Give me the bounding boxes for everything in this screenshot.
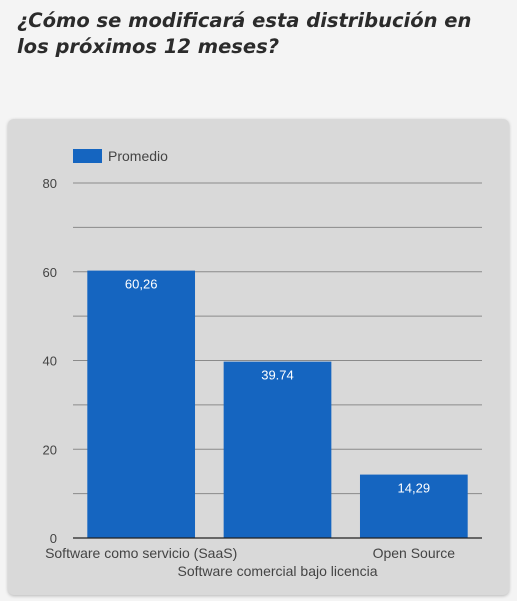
x-category-label: Software comercial bajo licencia bbox=[178, 563, 378, 579]
x-category-label: Software como servicio (SaaS) bbox=[45, 545, 237, 561]
y-tick-label: 0 bbox=[50, 531, 57, 546]
y-tick-label: 80 bbox=[43, 176, 57, 191]
chart-card: 60,26 39.74 14,29 0 20 40 60 80 Software como s… bbox=[8, 119, 509, 595]
x-category-label: Open Source bbox=[373, 545, 456, 561]
bar bbox=[223, 361, 332, 538]
legend-label: Promedio bbox=[108, 148, 168, 164]
legend-swatch bbox=[73, 149, 102, 163]
chart-question-title: ¿Cómo se modificará esta distribución en… bbox=[17, 9, 472, 58]
bars: 60,26 39.74 14,29 bbox=[87, 270, 468, 538]
bar-chart: 60,26 39.74 14,29 0 20 40 60 80 Software como s… bbox=[43, 148, 482, 579]
bar-value-label: 60,26 bbox=[125, 277, 158, 292]
y-tick-label: 40 bbox=[43, 354, 57, 369]
bar-value-label: 39.74 bbox=[261, 368, 294, 383]
y-tick-label: 60 bbox=[43, 265, 57, 280]
bar bbox=[87, 270, 196, 538]
bar bbox=[359, 474, 468, 538]
bar-value-label: 14,29 bbox=[398, 481, 431, 496]
y-tick-label: 20 bbox=[43, 442, 57, 457]
legend: Promedio bbox=[73, 148, 168, 164]
axes: 0 20 40 60 80 Software como servicio (SaaS) So… bbox=[43, 176, 482, 579]
